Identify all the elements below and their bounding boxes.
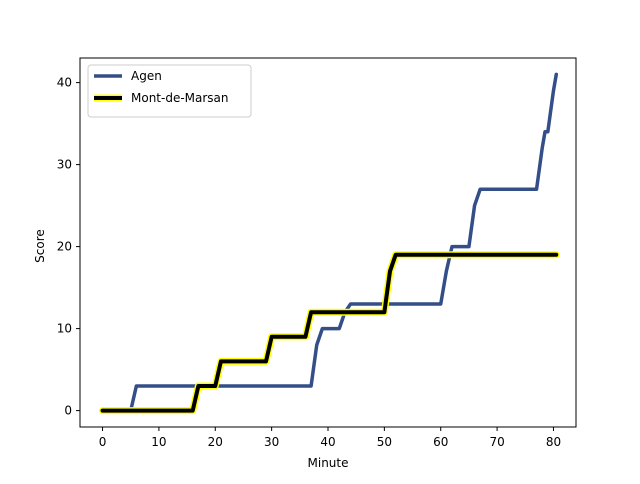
- x-tick-label: 70: [489, 435, 504, 449]
- x-tick-label: 0: [99, 435, 107, 449]
- y-tick-label: 0: [64, 404, 72, 418]
- y-tick-label: 40: [57, 76, 72, 90]
- legend-box: [87, 64, 252, 118]
- legend-label-agen: Agen: [131, 69, 162, 83]
- legend-label-mont-de-marsan: Mont-de-Marsan: [131, 91, 229, 105]
- series-agen-line: [100, 72, 559, 413]
- y-tick-label: 10: [57, 322, 72, 336]
- x-tick-label: 10: [151, 435, 166, 449]
- x-axis-label: Minute: [308, 456, 349, 470]
- x-tick-label: 30: [264, 435, 279, 449]
- x-tick-label: 80: [546, 435, 561, 449]
- y-tick-label: 20: [57, 240, 72, 254]
- x-tick-label: 50: [377, 435, 392, 449]
- x-tick-label: 60: [433, 435, 448, 449]
- series-mont-de-marsan-line: [100, 252, 559, 413]
- plot-area: [99, 72, 560, 415]
- legend: Agen Mont-de-Marsan: [87, 64, 252, 118]
- x-tick-label: 40: [320, 435, 335, 449]
- y-tick-label: 30: [57, 158, 72, 172]
- y-axis-label: Score: [33, 229, 47, 263]
- axes: 0 10 20 30 40 50 60 70 80 0 10 20 30 40: [57, 57, 577, 449]
- x-tick-label: 20: [208, 435, 223, 449]
- series-group: [99, 72, 560, 415]
